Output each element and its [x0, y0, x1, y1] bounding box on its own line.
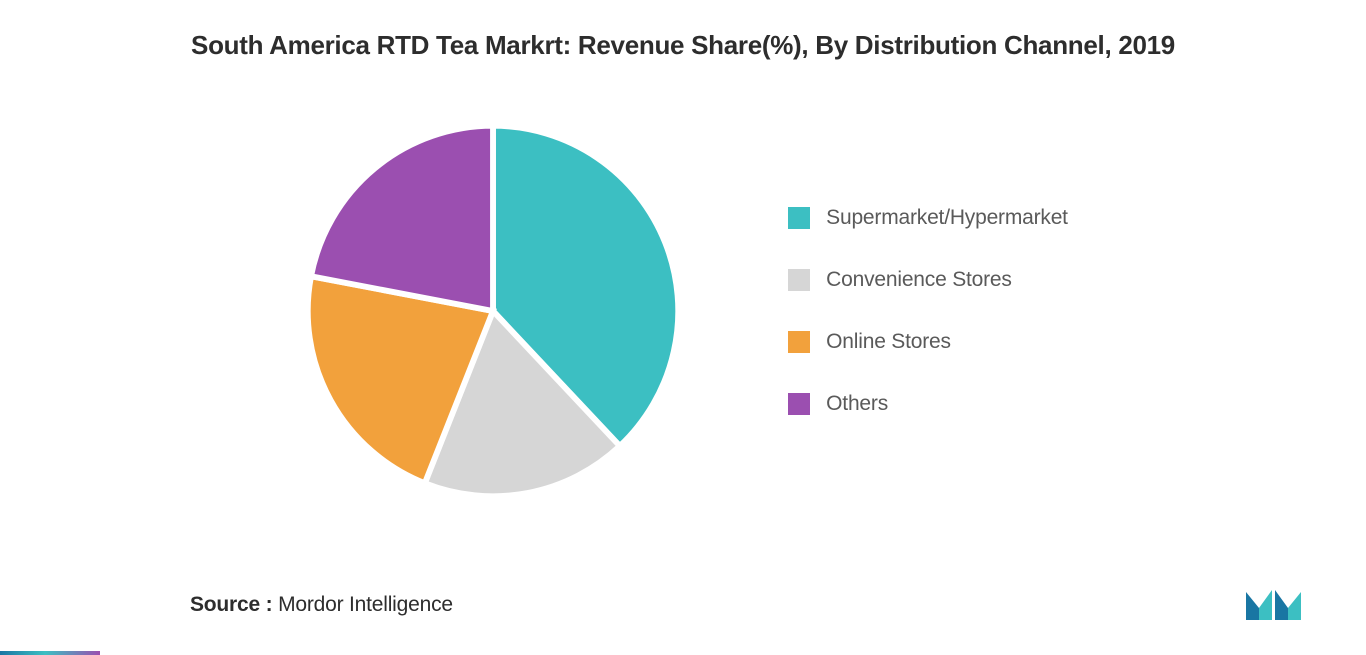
- legend-swatch: [788, 269, 810, 291]
- legend-swatch: [788, 331, 810, 353]
- legend-label: Supermarket/Hypermarket: [826, 206, 1068, 230]
- chart-container: South America RTD Tea Markrt: Revenue Sh…: [0, 0, 1366, 655]
- legend-item: Online Stores: [788, 330, 1068, 354]
- legend-label: Others: [826, 392, 888, 416]
- source-line: Source : Mordor Intelligence: [190, 593, 453, 617]
- pie-slice: [311, 126, 493, 311]
- bottom-border: [0, 651, 100, 655]
- legend-swatch: [788, 393, 810, 415]
- legend-item: Supermarket/Hypermarket: [788, 206, 1068, 230]
- chart-title: South America RTD Tea Markrt: Revenue Sh…: [40, 30, 1326, 61]
- legend: Supermarket/Hypermarket Convenience Store…: [788, 206, 1068, 416]
- legend-label: Online Stores: [826, 330, 951, 354]
- legend-swatch: [788, 207, 810, 229]
- source-value: Mordor Intelligence: [278, 593, 453, 616]
- source-label: Source :: [190, 593, 278, 616]
- legend-item: Others: [788, 392, 1068, 416]
- pie-chart-wrapper: [298, 116, 688, 506]
- legend-item: Convenience Stores: [788, 268, 1068, 292]
- mordor-logo-icon: [1241, 580, 1306, 625]
- pie-chart: [298, 116, 688, 506]
- chart-body: Supermarket/Hypermarket Convenience Store…: [40, 91, 1326, 531]
- legend-label: Convenience Stores: [826, 268, 1012, 292]
